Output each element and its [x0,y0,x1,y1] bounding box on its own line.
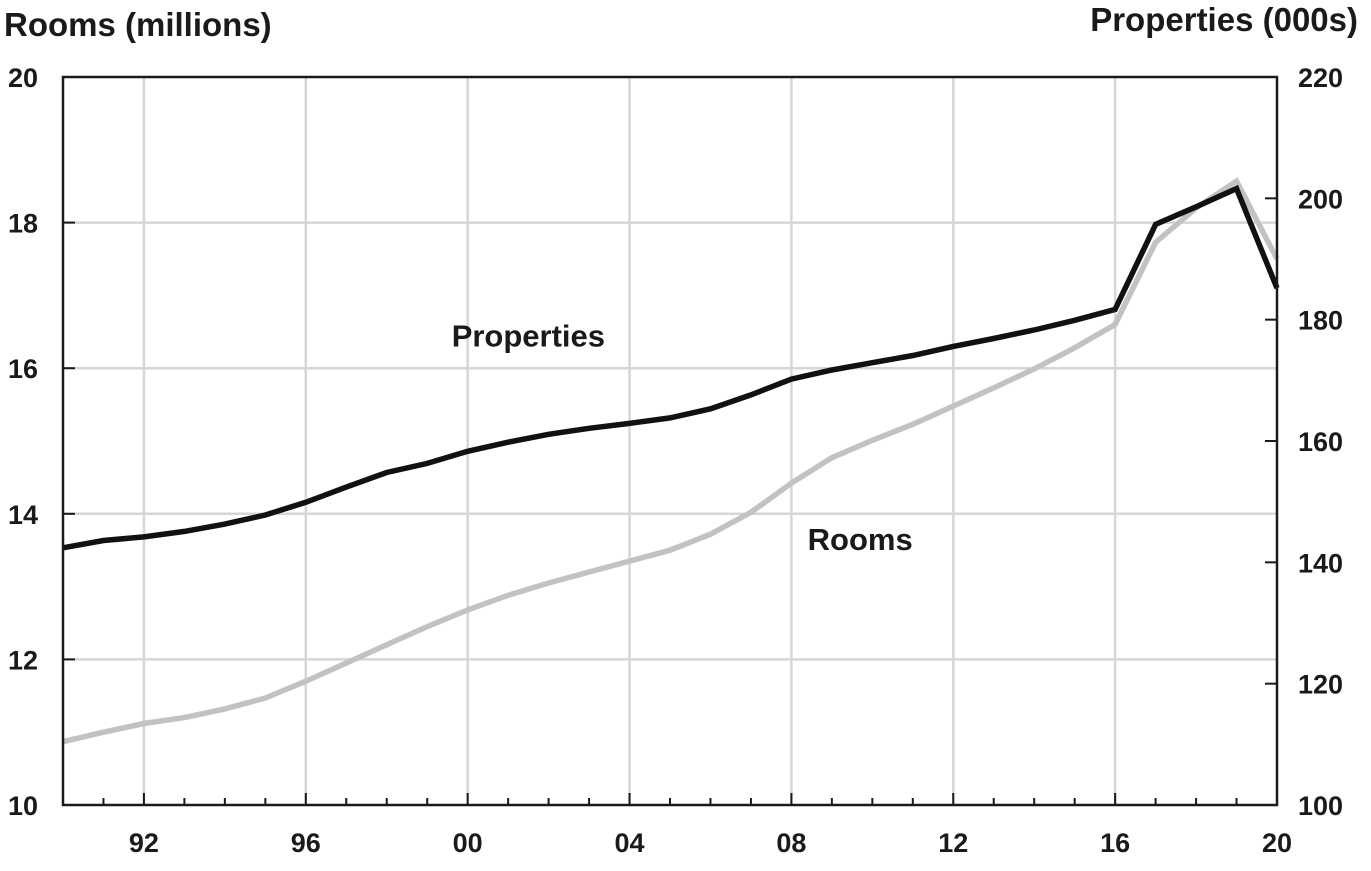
tick-marks [62,76,1278,806]
series-line-properties [62,184,1280,551]
y-right-tick-label: 120 [1298,670,1343,700]
y-left-tick-label: 18 [8,209,38,239]
y-right-tick-label: 160 [1298,427,1343,457]
x-tick-label: 96 [291,828,321,858]
y-right-tick-label: 220 [1298,63,1343,93]
x-tick-label: 00 [453,828,483,858]
y-right-tick-label: 180 [1298,306,1343,336]
x-tick-label: 08 [776,828,806,858]
y-right-tick-label: 140 [1298,548,1343,578]
plot-frame [61,75,1279,807]
series-line-rooms [62,177,1280,745]
series-layer [62,177,1280,745]
series-label-rooms: Rooms [808,522,913,557]
x-tick-label: 20 [1262,828,1292,858]
series-labels: Properties Rooms [452,318,913,557]
left-axis-title: Rooms (millions) [4,6,272,43]
tick-labels: 92 96 00 04 08 12 16 20101214161820100120140160… [8,63,1343,858]
y-right-tick-label: 100 [1298,791,1343,821]
x-tick-label: 12 [938,828,968,858]
y-left-tick-label: 10 [8,791,38,821]
y-left-tick-label: 14 [8,500,38,530]
x-tick-label: 04 [615,828,645,858]
y-left-tick-label: 16 [8,354,38,384]
x-tick-label: 92 [129,828,159,858]
right-axis-title: Properties (000s) [1090,1,1358,38]
y-left-tick-label: 20 [8,63,38,93]
x-tick-label: 16 [1100,828,1130,858]
y-right-tick-label: 200 [1298,184,1343,214]
y-left-tick-label: 12 [8,645,38,675]
series-label-properties: Properties [452,318,605,353]
grid-lines [63,77,1277,805]
